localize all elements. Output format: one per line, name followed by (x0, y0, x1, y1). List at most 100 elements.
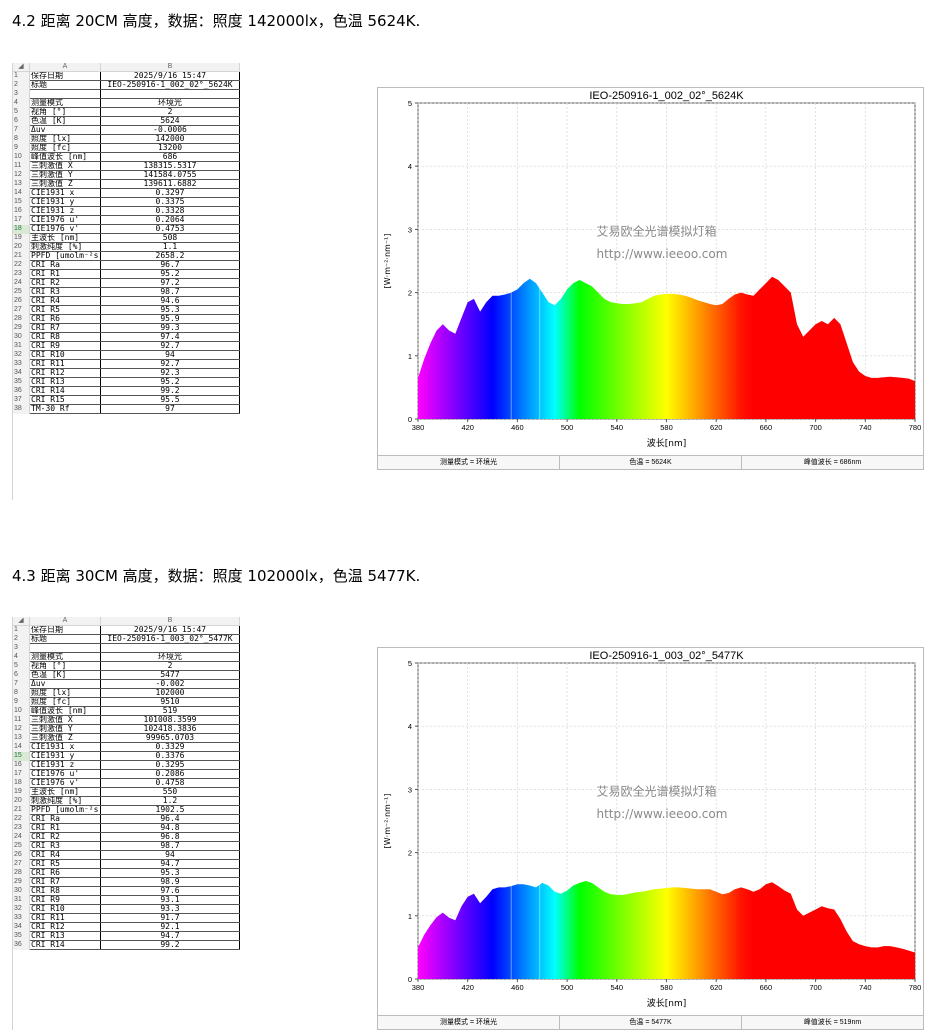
cell-value[interactable]: 98.7 (100, 841, 240, 851)
cell-value[interactable]: 139611.6882 (100, 179, 240, 189)
cell-label[interactable] (29, 89, 101, 99)
row-number[interactable]: 29 (13, 877, 30, 887)
cell-value[interactable]: 141584.0755 (100, 170, 240, 180)
cell-label[interactable]: CIE1976 v' (29, 778, 101, 788)
cell-value[interactable]: 101008.3599 (100, 715, 240, 725)
row-number[interactable]: 11 (13, 161, 30, 171)
cell-value[interactable]: 0.3375 (100, 197, 240, 207)
cell-label[interactable]: Δuv (29, 679, 101, 689)
cell-label[interactable]: TM-30 Rf (29, 404, 101, 414)
row-number[interactable]: 27 (13, 859, 30, 869)
row-number[interactable]: 38 (13, 404, 30, 414)
row-number[interactable]: 18 (13, 778, 30, 788)
cell-value[interactable]: 97 (100, 404, 240, 414)
cell-label[interactable]: 刺激纯度 [%] (29, 242, 101, 252)
cell-value[interactable]: IEO-250916-1_003_02°_5477K (100, 634, 240, 644)
cell-label[interactable]: CRI R15 (29, 395, 101, 405)
row-number[interactable]: 34 (13, 368, 30, 378)
row-number[interactable]: 17 (13, 769, 30, 779)
row-number[interactable]: 17 (13, 215, 30, 225)
cell-label[interactable]: CRI R9 (29, 341, 101, 351)
cell-label[interactable]: Δuv (29, 125, 101, 135)
row-number[interactable]: 23 (13, 269, 30, 279)
row-number[interactable]: 30 (13, 886, 30, 896)
cell-label[interactable]: 峰值波长 [nm] (29, 706, 101, 716)
cell-label[interactable]: 色温 [K] (29, 670, 101, 680)
row-number[interactable]: 33 (13, 359, 30, 369)
cell-label[interactable]: CRI R14 (29, 386, 101, 396)
cell-value[interactable]: 96.8 (100, 832, 240, 842)
cell-label[interactable]: CIE1931 x (29, 742, 101, 752)
column-header-a[interactable]: A (29, 63, 101, 72)
row-number[interactable]: 36 (13, 386, 30, 396)
cell-value[interactable]: 0.2086 (100, 769, 240, 779)
cell-value[interactable]: 5477 (100, 670, 240, 680)
row-number[interactable]: 20 (13, 796, 30, 806)
column-header-b[interactable]: B (100, 617, 240, 626)
row-number[interactable]: 7 (13, 679, 30, 689)
row-number[interactable]: 14 (13, 742, 30, 752)
cell-label[interactable]: CRI R12 (29, 922, 101, 932)
cell-label[interactable]: CRI R10 (29, 904, 101, 914)
cell-label[interactable]: CIE1931 y (29, 197, 101, 207)
row-number[interactable]: 24 (13, 832, 30, 842)
cell-label[interactable]: 色温 [K] (29, 116, 101, 126)
cell-label[interactable]: 标题 (29, 80, 101, 90)
row-number[interactable]: 7 (13, 125, 30, 135)
column-header-b[interactable]: B (100, 63, 240, 72)
row-number[interactable]: 6 (13, 116, 30, 126)
cell-label[interactable]: 视角 [°] (29, 107, 101, 117)
cell-label[interactable]: 主波长 [nm] (29, 233, 101, 243)
row-number[interactable]: 18 (13, 224, 30, 234)
cell-label[interactable]: 测量模式 (29, 652, 101, 662)
row-number[interactable]: 19 (13, 233, 30, 243)
cell-value[interactable]: 2 (100, 661, 240, 671)
cell-value[interactable]: 2 (100, 107, 240, 117)
row-number[interactable]: 11 (13, 715, 30, 725)
row-number[interactable]: 13 (13, 179, 30, 189)
cell-value[interactable]: 92.1 (100, 922, 240, 932)
row-number[interactable]: 22 (13, 260, 30, 270)
row-number[interactable]: 24 (13, 278, 30, 288)
cell-value[interactable]: IEO-250916-1_002_02°_5624K (100, 80, 240, 90)
cell-label[interactable]: PPFD [umolm⁻²s (29, 805, 101, 815)
cell-value[interactable]: 2025/9/16 15:47 (100, 71, 240, 81)
cell-label[interactable]: CRI R14 (29, 940, 101, 950)
cell-value[interactable]: 96.7 (100, 260, 240, 270)
cell-label[interactable]: CRI R7 (29, 877, 101, 887)
row-number[interactable]: 13 (13, 733, 30, 743)
cell-value[interactable]: 686 (100, 152, 240, 162)
cell-label[interactable]: 三刺激值 Y (29, 170, 101, 180)
row-number[interactable]: 28 (13, 314, 30, 324)
cell-value[interactable]: 0.3295 (100, 760, 240, 770)
cell-label[interactable]: CRI R6 (29, 314, 101, 324)
cell-label[interactable]: 保存日期 (29, 625, 101, 635)
row-number[interactable]: 33 (13, 913, 30, 923)
cell-label[interactable]: CRI R5 (29, 305, 101, 315)
row-number[interactable]: 22 (13, 814, 30, 824)
cell-value[interactable] (100, 89, 240, 99)
cell-value[interactable]: 102000 (100, 688, 240, 698)
row-number[interactable]: 4 (13, 98, 30, 108)
cell-value[interactable]: 2658.2 (100, 251, 240, 261)
row-number[interactable]: 28 (13, 868, 30, 878)
cell-label[interactable]: 三刺激值 X (29, 161, 101, 171)
cell-label[interactable]: CIE1931 y (29, 751, 101, 761)
cell-label[interactable]: CRI R4 (29, 850, 101, 860)
cell-label[interactable]: CRI Ra (29, 814, 101, 824)
cell-value[interactable]: 96.4 (100, 814, 240, 824)
row-number[interactable]: 21 (13, 805, 30, 815)
cell-label[interactable]: CRI Ra (29, 260, 101, 270)
row-number[interactable]: 1 (13, 625, 30, 635)
cell-label[interactable]: CIE1931 x (29, 188, 101, 198)
cell-value[interactable]: 97.6 (100, 886, 240, 896)
cell-value[interactable]: 550 (100, 787, 240, 797)
cell-value[interactable]: 13200 (100, 143, 240, 153)
row-number[interactable]: 35 (13, 377, 30, 387)
cell-value[interactable]: 91.7 (100, 913, 240, 923)
cell-label[interactable]: CIE1976 u' (29, 215, 101, 225)
cell-value[interactable]: 94.7 (100, 859, 240, 869)
row-number[interactable]: 37 (13, 395, 30, 405)
cell-value[interactable]: 99965.0703 (100, 733, 240, 743)
row-number[interactable]: 34 (13, 922, 30, 932)
